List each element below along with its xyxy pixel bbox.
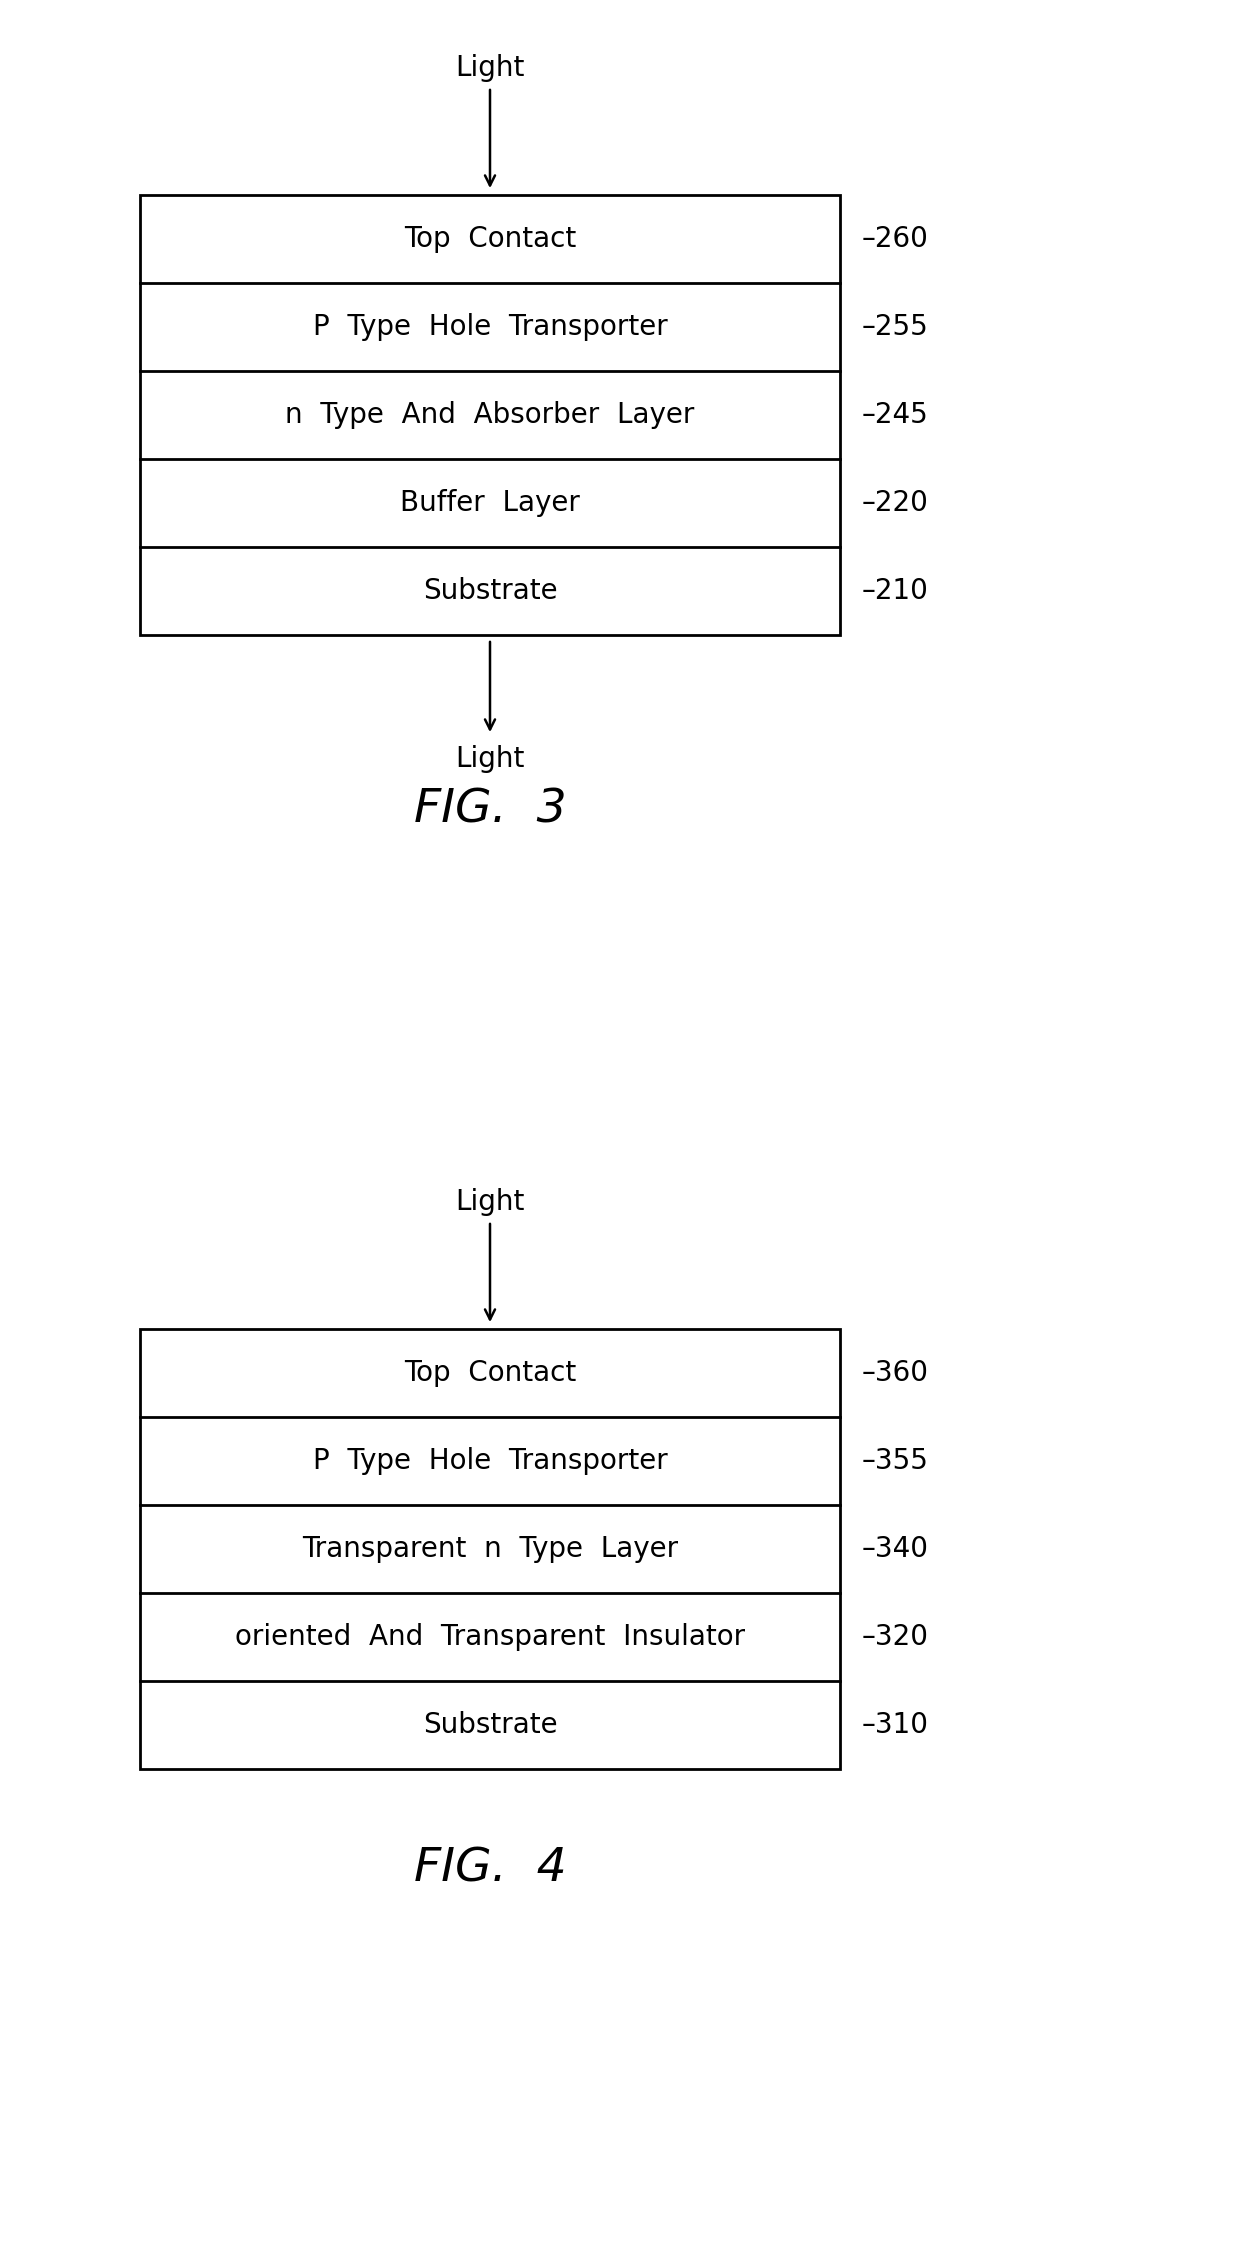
Text: –245: –245: [862, 401, 929, 429]
Text: oriented  And  Transparent  Insulator: oriented And Transparent Insulator: [234, 1624, 745, 1651]
Text: FIG.  4: FIG. 4: [414, 1846, 567, 1892]
Text: –355: –355: [862, 1447, 929, 1474]
Text: Substrate: Substrate: [423, 576, 557, 606]
Text: –220: –220: [862, 490, 929, 517]
Text: –320: –320: [862, 1624, 929, 1651]
Bar: [140, 1329, 839, 1769]
Text: Substrate: Substrate: [423, 1710, 557, 1740]
Text: Top  Contact: Top Contact: [404, 225, 577, 254]
Text: –210: –210: [862, 576, 929, 606]
Text: –360: –360: [862, 1359, 929, 1388]
Text: –255: –255: [862, 313, 929, 340]
Text: Transparent  n  Type  Layer: Transparent n Type Layer: [301, 1535, 678, 1563]
Bar: [140, 195, 839, 635]
Text: FIG.  3: FIG. 3: [414, 787, 567, 832]
Text: n  Type  And  Absorber  Layer: n Type And Absorber Layer: [285, 401, 694, 429]
Text: Light: Light: [455, 1188, 525, 1216]
Text: Light: Light: [455, 744, 525, 773]
Text: –310: –310: [862, 1710, 929, 1740]
Text: P  Type  Hole  Transporter: P Type Hole Transporter: [312, 313, 667, 340]
Text: Light: Light: [455, 54, 525, 82]
Text: Top  Contact: Top Contact: [404, 1359, 577, 1388]
Text: –260: –260: [862, 225, 929, 254]
Text: P  Type  Hole  Transporter: P Type Hole Transporter: [312, 1447, 667, 1474]
Text: –340: –340: [862, 1535, 929, 1563]
Text: Buffer  Layer: Buffer Layer: [401, 490, 580, 517]
